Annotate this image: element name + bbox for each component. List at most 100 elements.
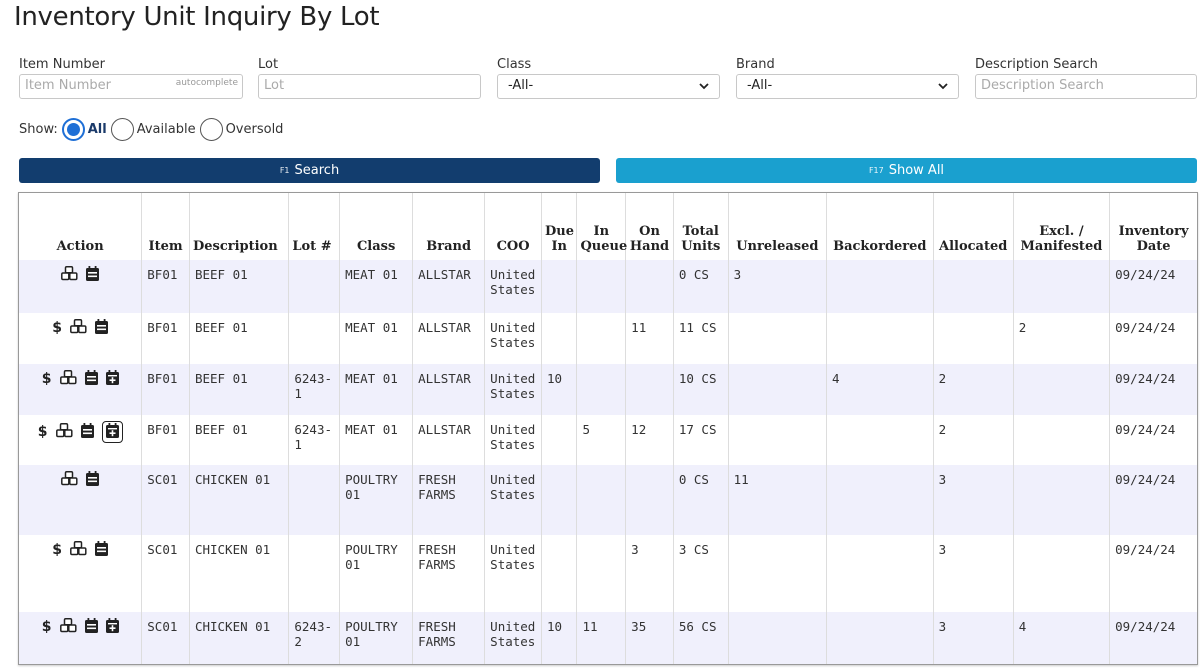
pallets-icon[interactable] — [70, 319, 87, 337]
table-cell: 6243-1 — [288, 364, 340, 415]
table-cell: United States — [484, 535, 542, 612]
table-row: $ BF01 BEEF 01 6243-1 MEAT 01 ALLSTAR United S… — [19, 415, 1197, 465]
pallets-icon[interactable] — [59, 618, 77, 636]
table-cell: 11 — [727, 465, 827, 535]
table-cell: 10 — [540, 364, 577, 415]
calendar-icon[interactable] — [80, 423, 94, 441]
calendar-icon[interactable] — [86, 266, 100, 284]
column-header[interactable]: Backordered — [826, 193, 934, 260]
column-header[interactable]: Due In — [540, 193, 577, 260]
search-button[interactable]: F1 Search — [19, 158, 600, 183]
radio-oversold-label[interactable]: Oversold — [225, 121, 284, 137]
dollar-icon[interactable]: $ — [41, 619, 52, 635]
table-row: $ BF01 BEEF 01 6243-1 MEAT 01 ALLSTAR United S… — [19, 364, 1197, 415]
table-cell: United States — [484, 260, 542, 313]
column-header[interactable]: COO — [484, 193, 542, 260]
calendar-icon[interactable] — [84, 618, 98, 636]
search-shortcut-key: F1 — [279, 166, 290, 175]
table-cell — [1012, 260, 1110, 313]
table-cell — [727, 612, 827, 664]
dollar-icon[interactable]: $ — [41, 371, 52, 387]
calendar-plus-icon[interactable] — [105, 618, 119, 636]
show-all-button-label: Show All — [888, 163, 945, 178]
column-header[interactable]: Class — [339, 193, 413, 260]
show-label: Show: — [19, 121, 58, 137]
column-header[interactable]: Excl. / Manifested — [1012, 193, 1110, 260]
pallets-icon[interactable] — [55, 423, 73, 441]
show-filter: Show: All Available Oversold — [19, 116, 283, 142]
column-header[interactable]: Brand — [412, 193, 485, 260]
pallets-icon[interactable] — [70, 541, 87, 559]
calendar-icon[interactable] — [84, 370, 98, 388]
table-cell: 0 CS — [672, 260, 729, 313]
table-cell: 10 — [540, 612, 577, 664]
item-number-field[interactable]: autocomplete — [19, 74, 243, 99]
table-cell: 09/24/24 — [1109, 313, 1197, 364]
row-actions — [19, 465, 142, 535]
table-cell — [576, 535, 626, 612]
description-search-field[interactable] — [975, 74, 1197, 99]
class-select-value: -All- — [508, 78, 534, 93]
table-cell: 2 — [1012, 313, 1110, 364]
table-cell: 6243-2 — [288, 612, 340, 664]
lot-field[interactable] — [258, 74, 481, 99]
table-cell — [540, 260, 577, 313]
page-title: Inventory Unit Inquiry By Lot — [14, 2, 380, 32]
table-cell: 3 CS — [672, 535, 729, 612]
radio-available[interactable] — [110, 117, 134, 141]
table-cell — [727, 313, 827, 364]
table-cell: POULTRY 01 — [339, 535, 413, 612]
column-header[interactable]: Unreleased — [727, 193, 827, 260]
class-select[interactable]: -All- — [497, 74, 720, 99]
column-header[interactable]: Description — [188, 193, 289, 260]
radio-available-label[interactable]: Available — [136, 121, 196, 137]
item-number-input[interactable] — [25, 78, 242, 93]
column-header[interactable]: Item — [141, 193, 190, 260]
calendar-icon[interactable] — [95, 541, 108, 559]
pallets-icon[interactable] — [61, 471, 78, 489]
table-cell: 3 — [932, 535, 1014, 612]
table-cell: SC01 — [141, 535, 190, 612]
table-cell — [288, 465, 340, 535]
calendar-icon[interactable] — [86, 471, 100, 489]
table-cell: SC01 — [141, 465, 190, 535]
inventory-grid: Action Item Description Lot # Class Brand COO D… — [18, 192, 1198, 665]
table-cell: CHICKEN 01 — [188, 535, 289, 612]
brand-label: Brand — [736, 57, 775, 72]
radio-all-label[interactable]: All — [87, 121, 107, 137]
description-search-input[interactable] — [981, 78, 1196, 93]
table-cell: United States — [484, 313, 542, 364]
brand-select[interactable]: -All- — [736, 74, 959, 99]
pallets-icon[interactable] — [61, 266, 78, 284]
dollar-icon[interactable]: $ — [52, 542, 62, 558]
column-header[interactable]: On Hand — [625, 193, 674, 260]
table-cell — [826, 415, 934, 465]
column-header[interactable]: Action — [56, 239, 104, 254]
show-all-button[interactable]: F17 Show All — [616, 158, 1197, 183]
column-header[interactable]: Total Units — [672, 193, 729, 260]
column-header[interactable]: Inventory Date — [1109, 193, 1197, 260]
column-header[interactable]: In Queue — [576, 193, 627, 260]
pallets-icon[interactable] — [59, 370, 77, 388]
table-cell — [576, 260, 626, 313]
calendar-icon[interactable] — [95, 319, 108, 337]
description-search-label: Description Search — [975, 57, 1098, 72]
table-cell — [1012, 465, 1110, 535]
table-cell — [826, 535, 934, 612]
table-cell — [540, 313, 577, 364]
column-header[interactable]: Lot # — [288, 193, 340, 260]
search-button-label: Search — [294, 163, 340, 178]
dollar-icon[interactable]: $ — [52, 320, 62, 336]
column-header[interactable]: Allocated — [932, 193, 1014, 260]
calendar-plus-icon[interactable] — [105, 370, 119, 388]
dollar-icon[interactable]: $ — [37, 424, 48, 440]
table-cell: CHICKEN 01 — [188, 612, 289, 664]
lot-input[interactable] — [264, 78, 480, 93]
table-cell — [540, 465, 577, 535]
radio-all[interactable] — [61, 117, 85, 141]
radio-oversold[interactable] — [199, 117, 223, 141]
calendar-plus-icon[interactable] — [101, 421, 123, 443]
table-cell — [727, 535, 827, 612]
table-cell: United States — [484, 415, 542, 465]
table-cell — [540, 415, 577, 465]
